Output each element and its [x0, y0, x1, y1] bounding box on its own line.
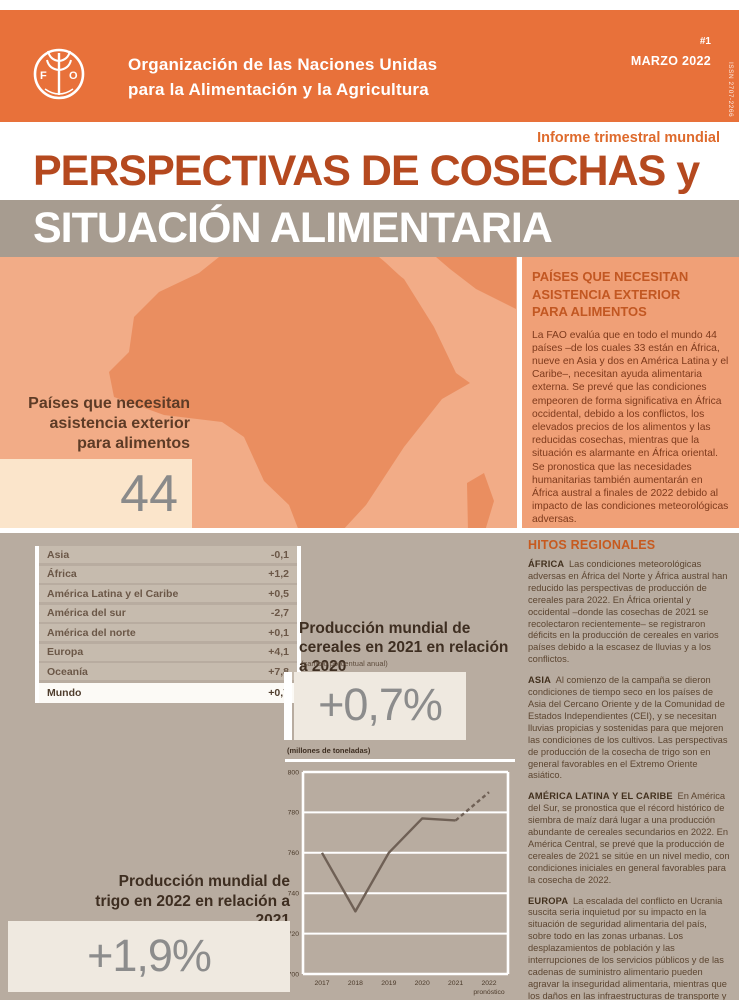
regional-highlight: ÁFRICA Las condiciones meteorológicas ad…	[528, 559, 728, 665]
region-label: América Latina y el Caribe	[47, 587, 179, 600]
wheat-production-heading: Producción mundial de trigo en 2022 en r…	[95, 873, 290, 929]
region-label: Mundo	[47, 686, 82, 699]
highlight-region-name: ASIA	[528, 675, 552, 686]
regional-highlight: AMÉRICA LATINA Y EL CARIBE En América de…	[528, 791, 730, 885]
chart-separator	[285, 759, 515, 762]
vertical-divider	[517, 257, 522, 531]
table-row-world: Mundo +0,7	[39, 682, 297, 703]
issue-date: MARZO 2022	[630, 54, 711, 68]
cereal-production-heading: Producción mundial de cereales en 2021 e…	[299, 620, 509, 675]
report-title-line2: SITUACIÓN ALIMENTARIA	[33, 204, 553, 252]
region-change-value: +0,5	[268, 587, 289, 600]
issue-number: #1	[699, 36, 711, 47]
region-change-value: +4,1	[268, 646, 289, 658]
table-row: Oceanía +7,8	[39, 663, 297, 680]
table-row: América del sur -2,7	[39, 604, 297, 622]
assistance-summary-panel: PAÍSES QUE NECESITAN ASISTENCIA EXTERIOR…	[522, 257, 739, 531]
org-name-line2: para la Alimentación y la Agricultura	[128, 80, 429, 99]
cereal-production-subnote: (cambio porcentual anual)	[301, 659, 388, 668]
region-change-value: +1,2	[268, 568, 289, 580]
region-label: Europa	[47, 646, 84, 658]
region-label: África	[47, 568, 77, 580]
y-tick-label: 720	[288, 931, 300, 938]
title-band: SITUACIÓN ALIMENTARIA	[0, 200, 739, 257]
wheat-production-chart: 700 720 740 760 780 800 2017 2018 2019 2020 2021 20…	[288, 769, 510, 996]
countries-stat-label: Países que necesitan asistencia exterior…	[28, 395, 190, 452]
highlight-region-name: AMÉRICA LATINA Y EL CARIBE	[528, 791, 673, 802]
region-change-value: +0,7	[268, 686, 289, 699]
region-change-value: -2,7	[270, 607, 289, 619]
highlight-region-name: EUROPA	[528, 895, 569, 906]
wheat-series-line	[320, 817, 456, 913]
x-tick-label: 2017	[314, 980, 329, 987]
header-banner: F O Organización de las Naciones Unidas …	[0, 10, 739, 122]
regional-highlight: EUROPA La escalada del conflicto en Ucra…	[528, 895, 727, 1000]
report-kicker: Informe trimestral mundial	[537, 130, 720, 146]
forecast-note: pronóstico	[473, 989, 505, 996]
report-title-line1: PERSPECTIVAS DE COSECHAS y	[33, 147, 700, 195]
x-tick-label: 2020	[415, 980, 430, 987]
org-name: Organización de las Naciones Unidas para…	[128, 52, 437, 102]
regional-highlights-heading: HITOS REGIONALES	[528, 538, 656, 552]
table-row: Asia -0,1	[39, 546, 297, 563]
region-label: América del sur	[47, 607, 126, 619]
table-row: África +1,2	[39, 565, 297, 583]
cereal-production-value: +0,7%	[318, 679, 443, 730]
org-name-line1: Organización de las Naciones Unidas	[128, 55, 438, 74]
regional-highlights: HITOS REGIONALES ÁFRICA Las condiciones …	[528, 538, 731, 1000]
table-row: América del norte +0,1	[39, 624, 297, 641]
wheat-value-panel: +1,9%	[8, 921, 290, 992]
region-label: Oceanía	[47, 665, 88, 678]
regional-highlight: ASIA Al comienzo de la campaña se dieron…	[528, 675, 728, 781]
region-change-value: +7,8	[268, 665, 289, 678]
assistance-heading: PAÍSES QUE NECESITAN ASISTENCIA EXTERIOR…	[532, 269, 689, 319]
y-tick-label: 780	[288, 810, 300, 817]
svg-text:O: O	[69, 70, 78, 82]
africa-map-silhouette	[109, 257, 516, 531]
x-tick-label: 2018	[348, 980, 363, 987]
countries-stat-band: 44	[0, 459, 192, 531]
chart-unit-label: (millones de toneladas)	[287, 746, 371, 755]
y-tick-label: 760	[288, 850, 300, 857]
wheat-forecast-segment	[454, 791, 490, 822]
cereal-value-panel: +0,7%	[294, 672, 466, 740]
table-row: Europa +4,1	[39, 643, 297, 661]
fao-logo-icon: F O	[33, 48, 85, 100]
horizontal-divider	[0, 528, 739, 533]
region-change-value: -0,1	[270, 548, 289, 561]
regional-highlights-list: ÁFRICA Las condiciones meteorológicas ad…	[528, 559, 731, 1000]
issue-block: #1 MARZO 2022	[631, 36, 711, 68]
countries-stat-value: 44	[120, 465, 178, 523]
y-tick-label: 740	[288, 891, 300, 898]
highlight-region-name: ÁFRICA	[528, 559, 565, 569]
table-row: América Latina y el Caribe +0,5	[39, 585, 297, 602]
issn-label: ISSN 2707-2266	[727, 62, 734, 118]
panel-accent-bar	[284, 672, 292, 740]
wheat-production-value: +1,9%	[87, 930, 212, 981]
production-change-table: Asia -0,1 África +1,2 América Latina y el Ca…	[35, 546, 301, 703]
y-tick-label: 700	[288, 971, 300, 978]
assistance-body: La FAO evalúa que en todo el mundo 44 pa…	[532, 329, 729, 526]
y-tick-label: 800	[288, 769, 300, 776]
region-label: América del norte	[47, 626, 136, 639]
region-change-value: +0,1	[268, 626, 289, 639]
x-tick-label: 2022	[481, 980, 496, 987]
region-label: Asia	[47, 548, 70, 561]
x-tick-label: 2019	[381, 980, 396, 987]
x-tick-label: 2021	[448, 980, 463, 987]
svg-text:F: F	[40, 70, 47, 82]
